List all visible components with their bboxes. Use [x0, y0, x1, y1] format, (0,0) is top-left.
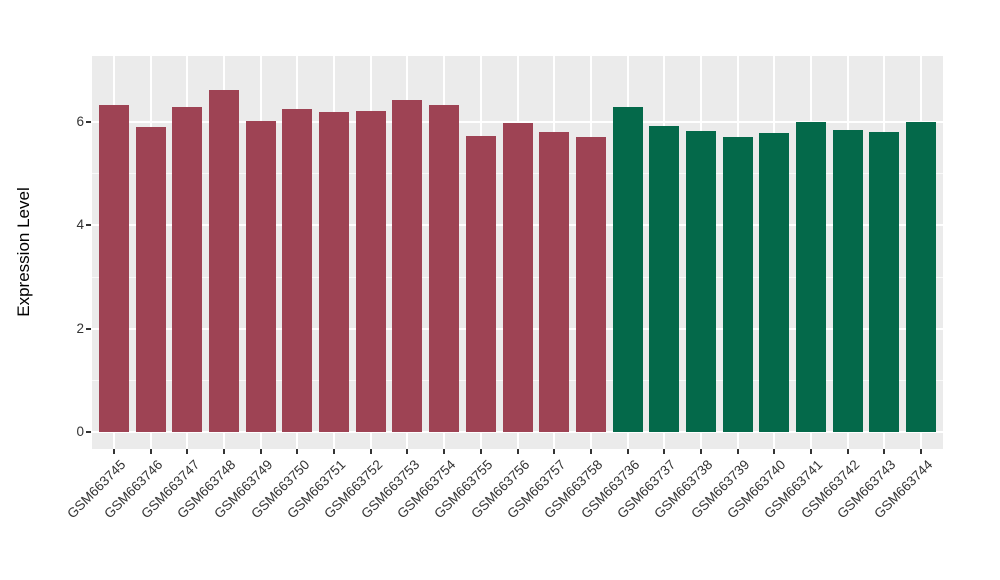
bar-GSM663738 [685, 130, 716, 432]
x-tick-mark-GSM663754 [443, 449, 446, 454]
x-tick-mark-GSM663744 [919, 449, 922, 454]
bar-GSM663745 [99, 105, 129, 432]
y-tick-label-6: 6 [76, 114, 84, 130]
bar-GSM663755 [465, 136, 496, 432]
x-tick-mark-GSM663752 [369, 449, 372, 454]
x-tick-mark-GSM663736 [626, 449, 629, 454]
bar-GSM663748 [209, 90, 240, 432]
bar-GSM663751 [319, 112, 350, 432]
y-tick-mark-4 [86, 224, 91, 227]
x-tick-mark-GSM663749 [259, 449, 262, 454]
bar-GSM663740 [759, 132, 790, 432]
x-tick-mark-GSM663743 [883, 449, 886, 454]
bar-GSM663756 [502, 123, 533, 432]
bar-GSM663746 [135, 126, 166, 432]
x-tick-mark-GSM663745 [113, 449, 115, 454]
x-tick-mark-GSM663738 [699, 449, 702, 454]
bar-GSM663739 [722, 136, 753, 432]
y-tick-label-0: 0 [76, 423, 84, 439]
bar-GSM663737 [649, 126, 680, 432]
x-tick-mark-GSM663757 [553, 449, 556, 454]
bar-GSM663741 [795, 121, 826, 432]
x-tick-mark-GSM663756 [516, 449, 519, 454]
y-tick-mark-0 [86, 430, 91, 433]
bar-GSM663752 [355, 110, 386, 432]
y-tick-mark-2 [86, 327, 91, 330]
bar-GSM663757 [539, 131, 570, 432]
x-tick-mark-GSM663748 [223, 449, 226, 454]
bar-GSM663750 [282, 108, 313, 432]
x-tick-mark-GSM663747 [186, 449, 189, 454]
y-tick-mark-6 [86, 121, 91, 124]
bar-GSM663749 [245, 120, 276, 432]
bar-GSM663754 [429, 105, 460, 432]
x-tick-mark-GSM663750 [296, 449, 299, 454]
bar-GSM663747 [172, 107, 203, 432]
x-tick-mark-GSM663739 [736, 449, 739, 454]
y-tick-label-2: 2 [76, 320, 84, 336]
x-tick-mark-GSM663740 [773, 449, 776, 454]
x-tick-mark-GSM663758 [589, 449, 592, 454]
bar-GSM663744 [905, 121, 936, 432]
x-tick-mark-GSM663746 [149, 449, 152, 454]
y-axis-title: Expression Level [14, 187, 33, 317]
x-tick-mark-GSM663755 [479, 449, 482, 454]
x-tick-mark-GSM663737 [663, 449, 666, 454]
bar-GSM663753 [392, 99, 423, 432]
bar-GSM663736 [612, 107, 643, 432]
plot-panel [92, 56, 943, 449]
bar-GSM663742 [832, 130, 863, 432]
bar-GSM663758 [575, 137, 606, 432]
y-tick-label-4: 4 [76, 217, 84, 233]
bar-GSM663743 [869, 131, 900, 432]
x-tick-mark-GSM663741 [809, 449, 812, 454]
x-tick-mark-GSM663751 [333, 449, 336, 454]
x-tick-mark-GSM663742 [846, 449, 849, 454]
x-tick-mark-GSM663753 [406, 449, 409, 454]
